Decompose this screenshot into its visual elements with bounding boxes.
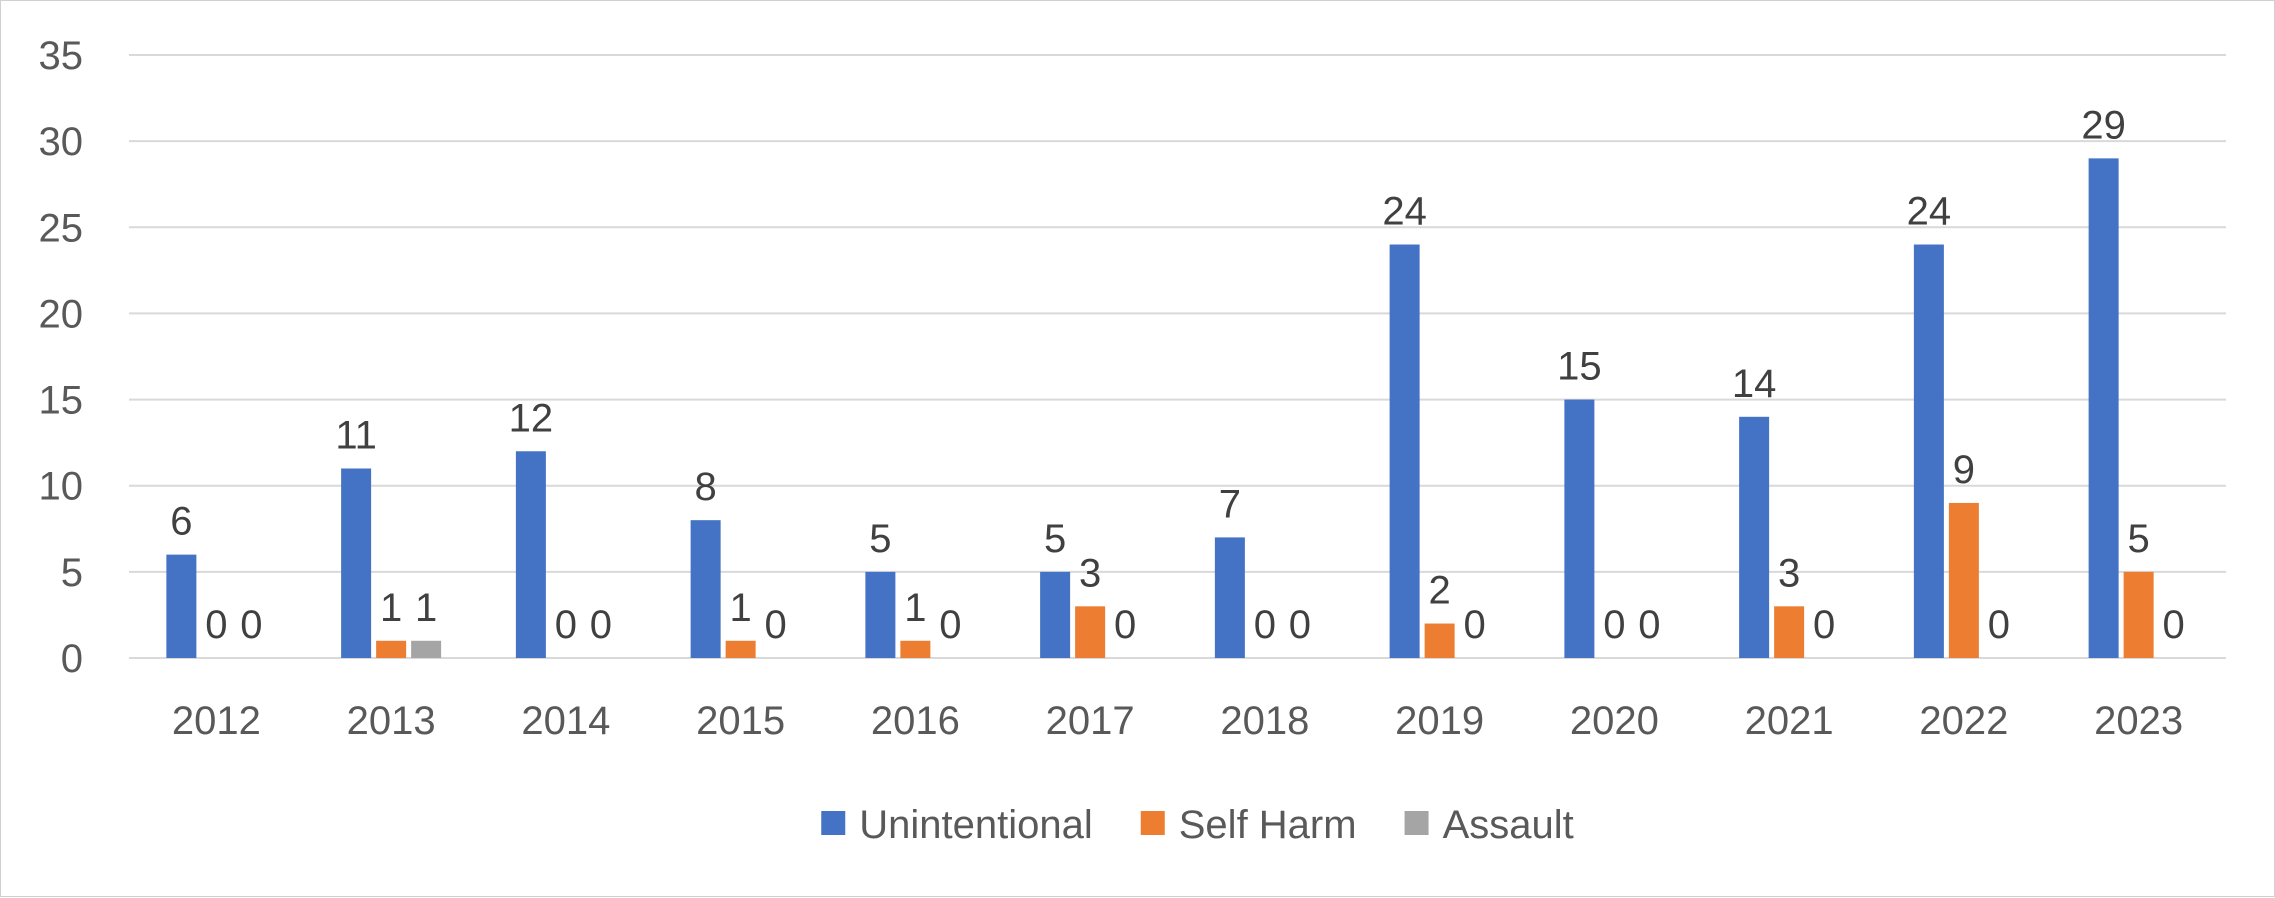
legend-label-assault: Assault — [1443, 803, 1574, 847]
data-label: 14 — [1732, 362, 1777, 406]
data-label: 6 — [170, 500, 192, 544]
bar-unintentional — [1739, 416, 1770, 658]
bar-unintentional — [2088, 158, 2119, 658]
x-tick-label: 2015 — [696, 699, 785, 743]
bar-self-harm — [1075, 606, 1106, 658]
data-label: 5 — [869, 517, 891, 561]
legend-label-unintentional: Unintentional — [859, 803, 1093, 847]
y-tick-label: 5 — [61, 551, 83, 595]
data-label: 24 — [1382, 190, 1427, 234]
bar-unintentional — [1214, 537, 1245, 658]
bar-self-harm — [2123, 571, 2154, 658]
legend-swatch-assault — [1404, 811, 1429, 835]
y-tick-label: 25 — [39, 206, 84, 250]
data-label: 0 — [1603, 603, 1625, 647]
data-label: 15 — [1557, 345, 1602, 389]
data-label: 3 — [1778, 551, 1800, 595]
bar-unintentional — [1389, 244, 1420, 658]
data-label: 0 — [765, 603, 787, 647]
data-label: 5 — [2128, 517, 2150, 561]
data-label: 24 — [1907, 190, 1952, 234]
y-tick-label: 15 — [39, 379, 84, 423]
bar-self-harm — [725, 640, 756, 658]
bar-self-harm — [900, 640, 931, 658]
data-label: 0 — [205, 603, 227, 647]
data-label: 1 — [380, 586, 402, 630]
x-tick-label: 2019 — [1395, 699, 1484, 743]
bar-self-harm — [1424, 623, 1455, 658]
bar-unintentional — [1913, 244, 1944, 658]
y-tick-label: 35 — [39, 34, 84, 78]
x-axis: 2012 2013 2014 2015 2016 2017 2018 2019 2020 2021… — [172, 699, 2183, 743]
data-label: 9 — [1953, 448, 1975, 492]
data-label: 1 — [415, 586, 437, 630]
legend-swatch-self-harm — [1140, 811, 1165, 835]
y-tick-label: 10 — [39, 465, 84, 509]
x-tick-label: 2013 — [347, 699, 436, 743]
data-label: 0 — [240, 603, 262, 647]
data-label: 0 — [1114, 603, 1136, 647]
bar-self-harm — [376, 640, 407, 658]
x-tick-label: 2016 — [871, 699, 960, 743]
bar-unintentional — [515, 451, 546, 658]
bars — [166, 158, 2154, 658]
data-label: 3 — [1079, 551, 1101, 595]
x-tick-label: 2014 — [521, 699, 610, 743]
x-tick-label: 2021 — [1745, 699, 1834, 743]
x-tick-label: 2022 — [1919, 699, 2008, 743]
x-tick-label: 2012 — [172, 699, 261, 743]
x-tick-label: 2020 — [1570, 699, 1659, 743]
bar-unintentional — [166, 554, 197, 658]
bar-self-harm — [1948, 502, 1979, 658]
data-label: 5 — [1044, 517, 1066, 561]
x-tick-label: 2023 — [2094, 699, 2183, 743]
y-tick-label: 20 — [39, 292, 84, 336]
y-tick-label: 0 — [61, 637, 83, 681]
data-label: 0 — [555, 603, 577, 647]
legend-swatch-unintentional — [821, 811, 846, 835]
data-label: 0 — [1988, 603, 2010, 647]
data-label: 0 — [2163, 603, 2185, 647]
data-label: 11 — [335, 413, 377, 457]
legend: Unintentional Self Harm Assault — [821, 803, 1574, 847]
data-label: 1 — [904, 586, 926, 630]
data-label: 2 — [1429, 569, 1451, 613]
data-label: 0 — [1254, 603, 1276, 647]
data-label: 12 — [509, 396, 554, 440]
data-label: 1 — [730, 586, 752, 630]
data-label: 0 — [590, 603, 612, 647]
bar-self-harm — [1774, 606, 1805, 658]
x-tick-label: 2018 — [1220, 699, 1309, 743]
data-label: 0 — [1464, 603, 1486, 647]
gridlines — [129, 54, 2226, 659]
bar-unintentional — [1564, 399, 1595, 658]
data-label: 29 — [2081, 103, 2126, 147]
legend-label-self-harm: Self Harm — [1179, 803, 1357, 847]
data-label: 0 — [1638, 603, 1660, 647]
data-label: 0 — [1289, 603, 1311, 647]
data-label: 0 — [939, 603, 961, 647]
bar-unintentional — [1040, 571, 1071, 658]
x-tick-label: 2017 — [1046, 699, 1135, 743]
y-axis: 0 5 10 15 20 25 30 35 — [39, 34, 84, 681]
y-tick-label: 30 — [39, 120, 84, 164]
data-label: 7 — [1219, 482, 1241, 526]
bar-unintentional — [690, 520, 721, 658]
bar-unintentional — [865, 571, 896, 658]
bar-unintentional — [341, 468, 372, 658]
bar-assault — [411, 640, 442, 658]
data-label: 8 — [695, 465, 717, 509]
data-label: 0 — [1813, 603, 1835, 647]
